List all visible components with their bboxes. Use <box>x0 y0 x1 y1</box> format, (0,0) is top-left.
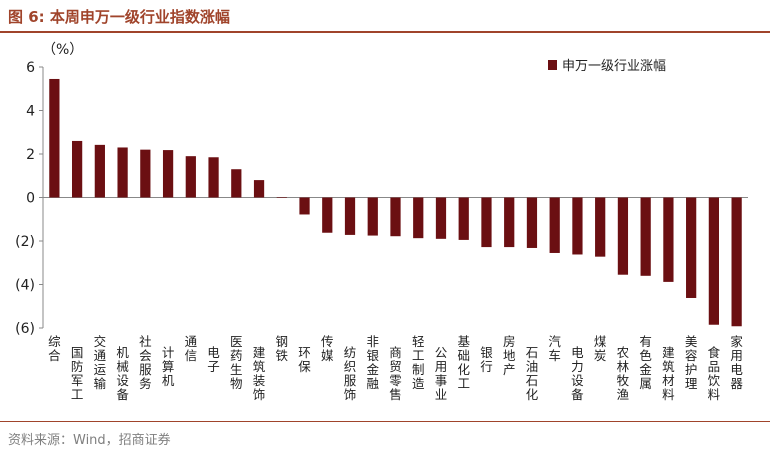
x-category-label: 房地产 <box>503 334 516 377</box>
x-category-label: 通信 <box>185 334 198 363</box>
bar-12 <box>299 197 310 215</box>
x-category-label: 农林牧渔 <box>617 345 630 402</box>
x-category-label: 非银金融 <box>367 334 380 391</box>
x-category-label: 综合 <box>48 334 61 363</box>
x-category-label: 公用事业 <box>435 345 448 402</box>
bar-22 <box>526 197 538 248</box>
bar-24 <box>572 197 583 255</box>
x-category-label: 交通运输 <box>94 334 107 391</box>
x-category-label: 电力设备 <box>571 345 584 402</box>
x-category-label: 传媒 <box>321 334 334 363</box>
bar-29 <box>686 197 697 298</box>
y-tick-label: (6) <box>15 321 35 337</box>
bar-9 <box>231 169 242 198</box>
footer-divider <box>0 421 770 422</box>
y-tick-label: 4 <box>26 104 35 120</box>
x-category-label: 建筑装饰 <box>253 345 266 402</box>
x-category-label: 纺织服饰 <box>344 345 357 402</box>
bar-3 <box>94 144 105 198</box>
y-tick-label: 6 <box>26 60 35 76</box>
x-category-label: 钢铁 <box>276 334 289 363</box>
x-category-label: 石油石化 <box>526 345 539 402</box>
bar-4 <box>117 147 128 198</box>
x-category-label: 银行 <box>480 345 493 374</box>
x-category-label: 机械设备 <box>116 345 129 402</box>
x-category-label: 商贸零售 <box>389 345 402 402</box>
bar-27 <box>640 197 651 276</box>
x-category-label: 社会服务 <box>139 334 152 391</box>
y-tick-label: (4) <box>15 278 35 294</box>
bar-8 <box>208 157 219 198</box>
bar-13 <box>322 197 333 233</box>
bar-7 <box>185 156 196 198</box>
bar-25 <box>595 197 606 257</box>
x-category-label: 计算机 <box>162 345 175 388</box>
x-category-label: 汽车 <box>548 334 561 363</box>
bar-21 <box>504 197 515 248</box>
bar-26 <box>617 197 629 275</box>
x-category-label: 煤炭 <box>594 334 607 363</box>
bar-14 <box>344 197 356 235</box>
bar-6 <box>162 150 174 198</box>
x-category-label: 有色金属 <box>639 334 652 391</box>
bar-31 <box>731 197 742 327</box>
bar-23 <box>549 197 560 253</box>
bar-19 <box>458 197 469 240</box>
bar-17 <box>413 197 424 239</box>
bar-18 <box>435 197 447 239</box>
y-tick-label: (2) <box>15 234 35 250</box>
y-tick-label: 2 <box>26 147 35 163</box>
bar-2 <box>71 140 83 198</box>
x-category-label: 环保 <box>298 345 311 374</box>
x-category-label: 建筑材料 <box>662 345 675 402</box>
source-note: 资料来源：Wind，招商证券 <box>8 433 171 448</box>
bar-28 <box>663 197 674 282</box>
bar-20 <box>481 197 492 248</box>
bar-16 <box>390 197 401 237</box>
bar-10 <box>253 180 265 198</box>
bar-1 <box>49 78 60 198</box>
legend-label: 申万一级行业涨幅 <box>562 59 666 74</box>
x-category-label: 电子 <box>207 345 220 374</box>
bar-11 <box>276 197 287 198</box>
x-category-label: 食品饮料 <box>708 345 721 402</box>
x-category-label: 轻工制造 <box>412 334 425 391</box>
figure-title: 图 6: 本周申万一级行业指数涨幅 <box>8 8 230 26</box>
figure-header: 图 6: 本周申万一级行业指数涨幅 <box>0 0 770 32</box>
bar-30 <box>708 197 720 325</box>
legend-swatch <box>548 60 557 70</box>
x-category-label: 国防军工 <box>71 345 84 402</box>
y-axis-unit-label: （%） <box>42 42 83 58</box>
x-category-label: 美容护理 <box>685 334 698 391</box>
x-category-label: 家用电器 <box>730 334 743 391</box>
bar-15 <box>367 197 378 236</box>
bar-chart: （%）6420(2)(4)(6)综合 国防军工交通运输机械设备社会服务计算机通信电… <box>15 42 748 402</box>
x-category-label: 基础化工 <box>457 334 470 391</box>
x-category-label: 医药生物 <box>230 334 243 391</box>
bar-5 <box>140 149 151 198</box>
header-divider <box>0 31 770 33</box>
y-tick-label: 0 <box>26 191 35 207</box>
